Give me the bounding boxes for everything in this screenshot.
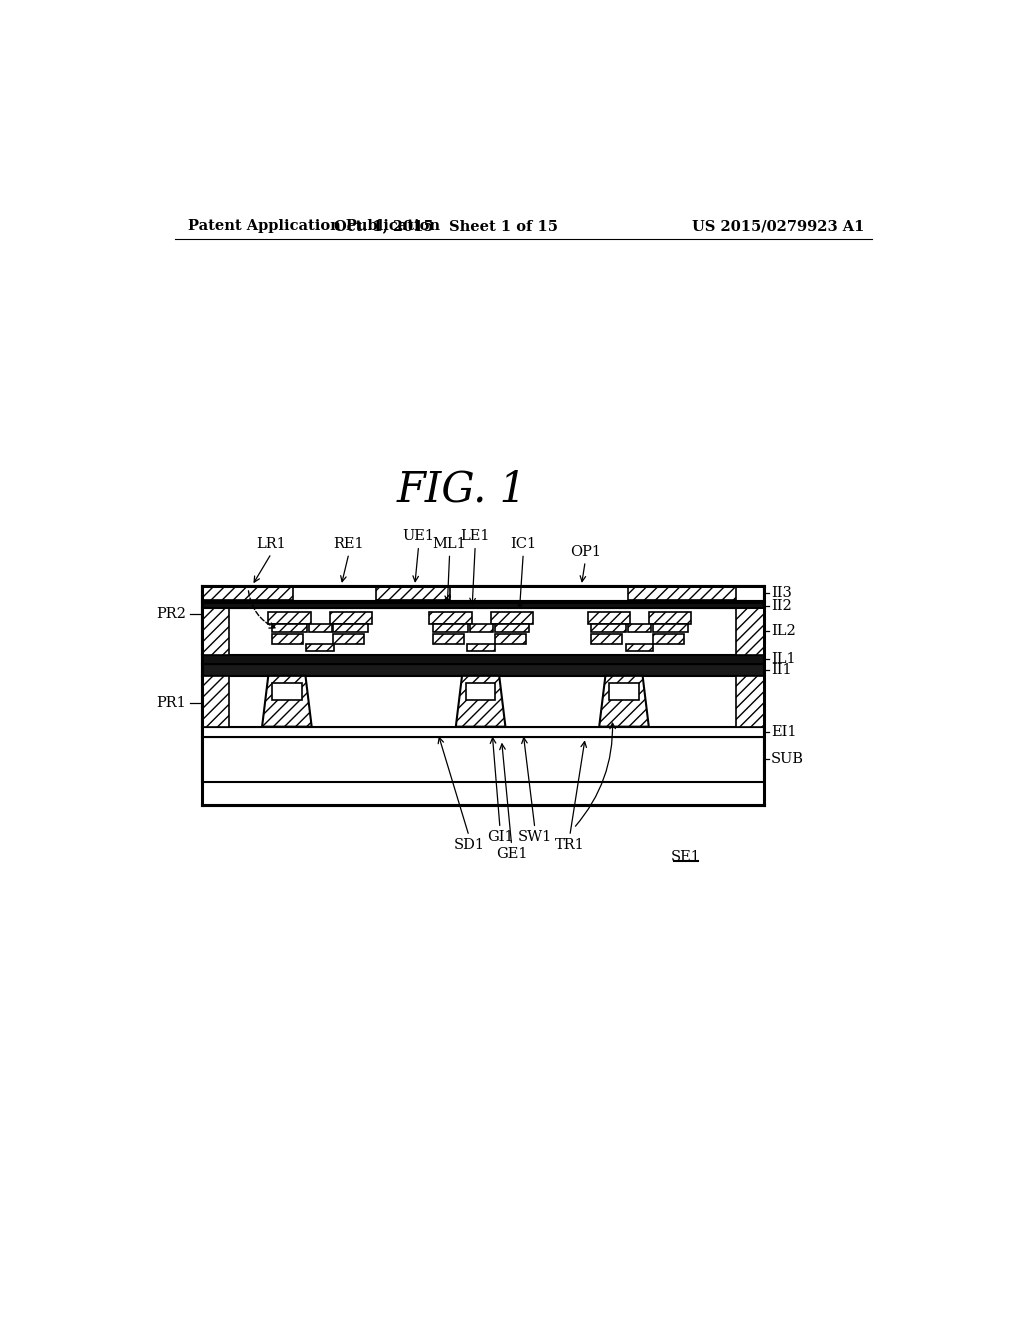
Bar [202,726,764,738]
Bar [202,664,764,676]
Bar [202,603,764,609]
Bar [592,635,623,644]
Bar [202,676,228,726]
Bar [592,624,627,632]
Text: SUB: SUB [771,752,804,766]
Text: PR1: PR1 [157,696,186,710]
Text: RE1: RE1 [334,537,365,552]
Bar [588,612,630,624]
Bar [202,609,228,655]
Bar [609,682,639,701]
Bar [470,624,493,632]
Bar [433,624,468,632]
Text: TR1: TR1 [555,838,585,851]
Text: II1: II1 [771,663,792,677]
Bar [495,635,525,644]
Bar [429,612,472,624]
Bar [272,624,307,632]
Bar [306,644,334,651]
Bar [736,676,764,726]
Polygon shape [599,676,649,726]
Bar [626,644,653,651]
Text: Oct. 1, 2015   Sheet 1 of 15: Oct. 1, 2015 Sheet 1 of 15 [334,219,558,234]
Text: GE1: GE1 [496,847,527,861]
Text: II3: II3 [771,586,793,601]
Text: LE1: LE1 [461,529,489,544]
Text: SW1: SW1 [518,830,552,843]
Bar [495,624,529,632]
Text: IL2: IL2 [771,624,796,638]
Bar [466,682,496,701]
Bar [649,612,691,624]
Bar [334,624,369,632]
Bar [272,682,302,701]
Bar [490,612,534,624]
Bar [736,609,764,655]
Polygon shape [262,676,311,726]
Text: FIG. 1: FIG. 1 [396,469,526,511]
Text: SD1: SD1 [454,838,484,851]
Text: US 2015/0279923 A1: US 2015/0279923 A1 [692,219,864,234]
Bar [202,586,293,601]
Bar [467,644,496,651]
Bar [268,612,311,624]
Bar [202,586,764,601]
Bar [202,738,764,781]
Text: GI1: GI1 [486,830,513,843]
Bar [330,612,372,624]
Polygon shape [456,676,506,726]
Bar [272,635,303,644]
Bar [652,624,687,632]
Text: II2: II2 [771,599,792,612]
Text: LR1: LR1 [256,537,287,552]
Text: ML1: ML1 [433,537,467,552]
Bar [202,655,764,664]
Bar [334,635,365,644]
Bar [202,609,764,655]
Bar [202,676,764,726]
Text: OP1: OP1 [569,545,601,558]
Text: Patent Application Publication: Patent Application Publication [188,219,440,234]
Text: IC1: IC1 [510,537,537,552]
Bar [433,635,464,644]
Bar [308,624,332,632]
Text: UE1: UE1 [402,529,434,544]
Text: SE1: SE1 [671,850,701,863]
Bar [628,586,736,601]
Text: EI1: EI1 [771,725,797,739]
Text: IL1: IL1 [771,652,796,665]
Bar [628,624,651,632]
Text: PR2: PR2 [157,607,186,622]
Bar [376,586,450,601]
Bar [652,635,684,644]
